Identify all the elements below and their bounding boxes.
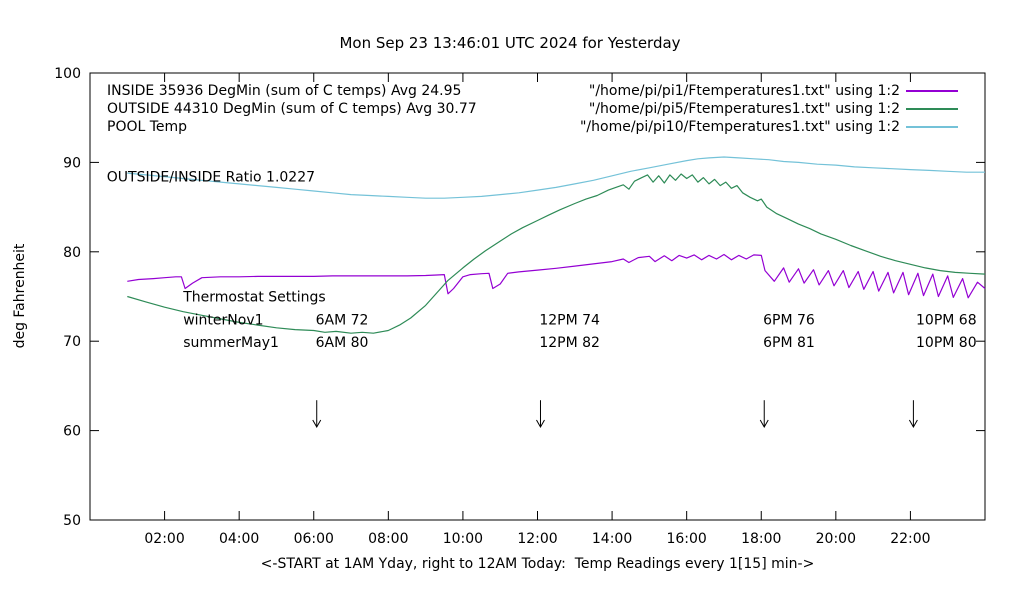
annotation-text: 12PM 74: [539, 313, 600, 329]
y-axis-label: deg Fahrenheit: [12, 243, 28, 349]
legend: INSIDE 35936 DegMin (sum of C temps) Avg…: [107, 82, 958, 136]
legend-file-label: "/home/pi/pi1/Ftemperatures1.txt" using …: [588, 83, 900, 99]
x-tick-label: 20:00: [816, 531, 856, 547]
legend-series-label: POOL Temp: [107, 119, 188, 135]
legend-series-label: INSIDE 35936 DegMin (sum of C temps) Avg…: [107, 83, 462, 99]
annotation-text: 12PM 82: [539, 335, 600, 351]
y-tick-label: 100: [54, 66, 81, 82]
annotation-text: 6PM 81: [763, 335, 815, 351]
x-tick-label: 18:00: [741, 531, 781, 547]
legend-file-label: "/home/pi/pi5/Ftemperatures1.txt" using …: [588, 101, 900, 117]
series-inside-line: [127, 253, 986, 299]
annotation-text: summerMay1: [183, 335, 279, 351]
annotation-text: 10PM 80: [916, 335, 977, 351]
chart-title: Mon Sep 23 13:46:01 UTC 2024 for Yesterd…: [339, 34, 681, 52]
legend-series-label: OUTSIDE 44310 DegMin (sum of C temps) Av…: [107, 101, 477, 117]
y-tick-label: 70: [63, 334, 81, 350]
x-tick-label: 06:00: [294, 531, 334, 547]
series-outside-line: [127, 173, 986, 334]
x-tick-label: 22:00: [890, 531, 930, 547]
annotation-text: 6AM 72: [316, 313, 369, 329]
x-tick-label: 10:00: [443, 531, 483, 547]
x-tick-label: 14:00: [592, 531, 632, 547]
legend-row: INSIDE 35936 DegMin (sum of C temps) Avg…: [107, 82, 958, 100]
y-tick-label: 80: [63, 245, 81, 261]
event-arrow-head: [312, 419, 322, 429]
annotation-text: 6AM 80: [316, 335, 369, 351]
y-tick-label: 60: [63, 424, 81, 440]
event-arrow-head: [536, 419, 545, 429]
legend-line-sample: [906, 126, 958, 128]
legend-file-label: "/home/pi/pi10/Ftemperatures1.txt" using…: [579, 119, 900, 135]
series-pool-line: [127, 156, 985, 199]
annotation-text: OUTSIDE/INSIDE Ratio 1.0227: [107, 170, 315, 186]
x-tick-label: 04:00: [219, 531, 259, 547]
annotation-text: 10PM 68: [916, 313, 977, 329]
annotation-text: 6PM 76: [763, 313, 815, 329]
y-tick-label: 90: [63, 155, 81, 171]
y-tick-label: 50: [63, 513, 81, 529]
annotation-text: winterNov1: [183, 313, 263, 329]
legend-line-sample: [906, 108, 958, 110]
x-tick-label: 08:00: [368, 531, 408, 547]
x-tick-label: 02:00: [144, 531, 184, 547]
event-arrow-head: [759, 419, 769, 429]
legend-row: POOL Temp "/home/pi/pi10/Ftemperatures1.…: [107, 118, 958, 136]
x-tick-label: 16:00: [666, 531, 706, 547]
x-axis-label: <-START at 1AM Yday, right to 12AM Today…: [260, 556, 815, 572]
legend-line-sample: [906, 90, 958, 92]
annotation-text: Thermostat Settings: [182, 290, 325, 306]
x-tick-label: 12:00: [517, 531, 557, 547]
legend-row: OUTSIDE 44310 DegMin (sum of C temps) Av…: [107, 100, 958, 118]
event-arrow-head: [908, 419, 918, 429]
